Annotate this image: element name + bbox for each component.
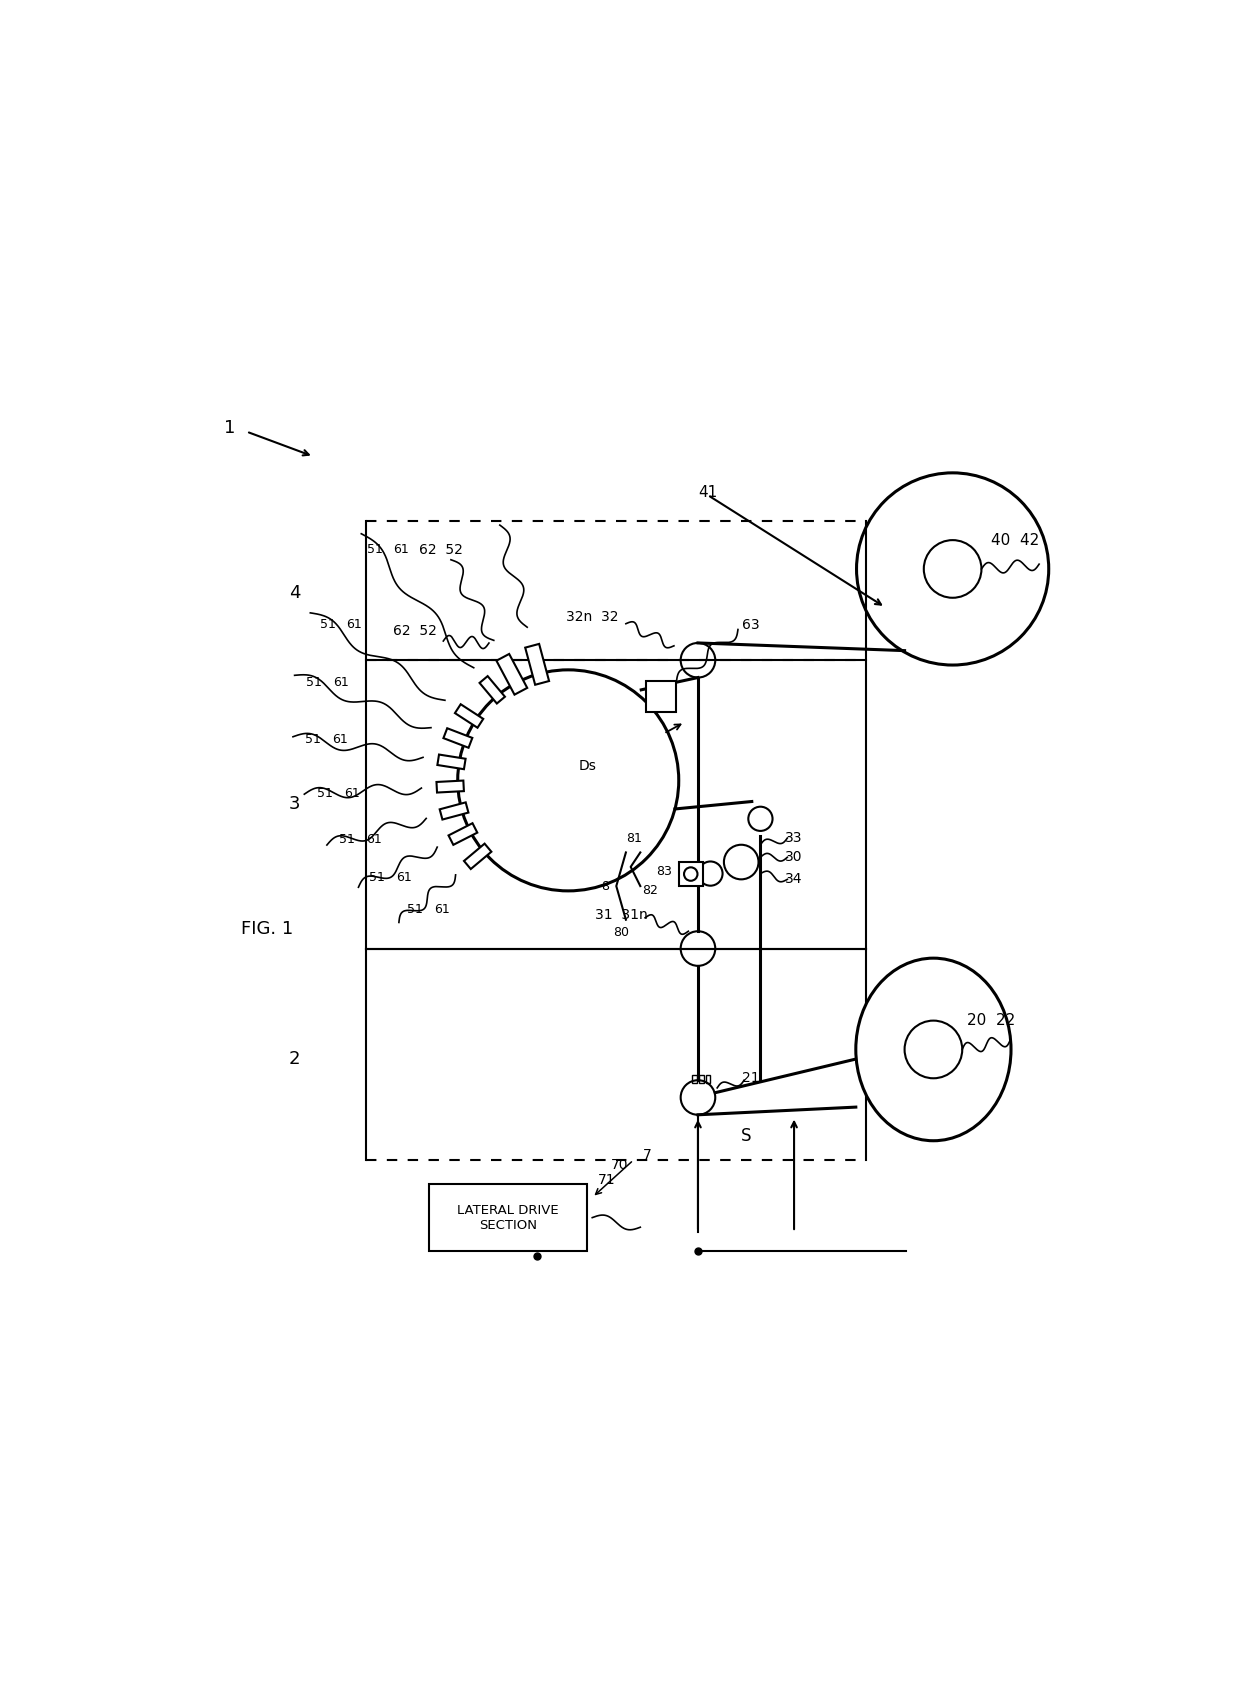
Bar: [429, 1183, 588, 1251]
Text: 61: 61: [434, 903, 449, 915]
Polygon shape: [438, 755, 465, 770]
Text: 70: 70: [610, 1158, 627, 1171]
Polygon shape: [436, 780, 464, 793]
Bar: [678, 863, 703, 886]
Polygon shape: [464, 844, 491, 869]
Text: 51: 51: [305, 734, 321, 746]
Text: Ds: Ds: [579, 760, 596, 773]
Text: 62  52: 62 52: [393, 625, 436, 638]
Bar: [367, 660, 866, 949]
Polygon shape: [449, 824, 477, 846]
Text: 51: 51: [367, 544, 382, 555]
Polygon shape: [480, 677, 505, 704]
Text: 81: 81: [626, 832, 641, 844]
Text: FIG. 1: FIG. 1: [242, 920, 294, 939]
Text: 80: 80: [613, 925, 629, 939]
Text: 3: 3: [289, 795, 300, 814]
Text: 8: 8: [600, 879, 609, 893]
Text: 61: 61: [396, 871, 412, 885]
Polygon shape: [496, 653, 527, 695]
Text: 20  22: 20 22: [967, 1013, 1016, 1028]
Text: 63: 63: [742, 618, 759, 631]
Text: 62  52: 62 52: [419, 544, 464, 557]
Bar: [699, 1075, 704, 1084]
Text: 1: 1: [224, 419, 236, 437]
Text: 51: 51: [306, 677, 321, 689]
Text: 51: 51: [339, 834, 355, 846]
Ellipse shape: [856, 959, 1011, 1141]
Text: 30: 30: [785, 851, 802, 864]
Text: 32n  32: 32n 32: [565, 609, 619, 625]
Text: 51: 51: [317, 787, 332, 800]
Text: 51: 51: [368, 871, 384, 885]
Text: 40  42: 40 42: [991, 533, 1039, 547]
Bar: [692, 1075, 697, 1084]
Polygon shape: [440, 802, 469, 820]
Text: 2: 2: [289, 1050, 300, 1069]
Text: 21: 21: [742, 1072, 760, 1085]
Text: 82: 82: [642, 885, 658, 898]
Text: 41: 41: [698, 484, 717, 500]
Text: 34: 34: [785, 873, 802, 886]
Bar: [646, 682, 677, 712]
Bar: [706, 1075, 711, 1084]
Text: 61: 61: [366, 834, 382, 846]
Text: 51: 51: [320, 618, 336, 631]
Polygon shape: [526, 643, 549, 685]
Polygon shape: [444, 728, 472, 748]
Text: 33: 33: [785, 830, 802, 846]
Text: S: S: [740, 1128, 751, 1144]
Text: 61: 61: [343, 787, 360, 800]
Text: 51: 51: [407, 903, 423, 915]
Polygon shape: [455, 704, 484, 728]
Text: 83: 83: [656, 866, 672, 878]
Text: 61: 61: [332, 677, 348, 689]
Text: 31  31n: 31 31n: [595, 908, 647, 922]
Text: 71: 71: [598, 1173, 615, 1187]
Text: 61: 61: [393, 544, 409, 555]
Text: 7: 7: [642, 1148, 651, 1161]
Text: 61: 61: [347, 618, 362, 631]
Text: LATERAL DRIVE
SECTION: LATERAL DRIVE SECTION: [458, 1204, 559, 1232]
Text: 4: 4: [289, 584, 300, 603]
Text: 61: 61: [332, 734, 348, 746]
